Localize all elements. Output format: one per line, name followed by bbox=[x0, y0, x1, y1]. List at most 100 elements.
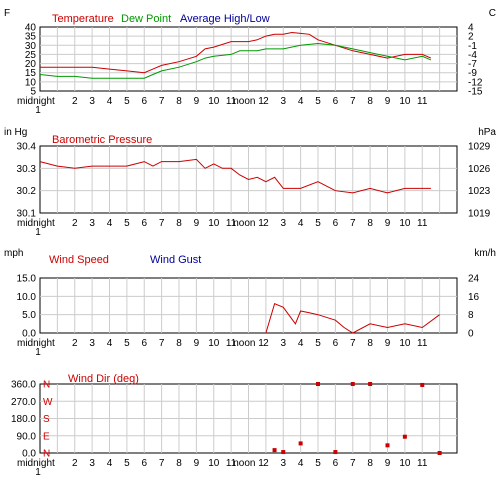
x-tick-label: 5 bbox=[124, 338, 130, 349]
left-tick-label: 30.4 bbox=[17, 142, 37, 153]
right-tick-label: 8 bbox=[468, 310, 474, 321]
series-line bbox=[39, 42, 432, 79]
right-tick-label: -12 bbox=[468, 77, 483, 88]
x-tick-label: 4 bbox=[107, 458, 113, 469]
x-tick-label: 7 bbox=[350, 458, 356, 469]
right-tick-label: 2 bbox=[468, 32, 474, 43]
left-unit-label: in Hg bbox=[4, 127, 27, 138]
compass-label: N bbox=[43, 449, 50, 460]
left-tick-label: 0.0 bbox=[22, 449, 36, 460]
x-tick-label: 5 bbox=[124, 458, 130, 469]
x-tick-label: 10 bbox=[208, 458, 220, 469]
left-tick-label: 35 bbox=[25, 32, 37, 43]
compass-label: S bbox=[43, 414, 50, 425]
right-tick-label: 1023 bbox=[468, 186, 491, 197]
left-tick-label: 30.3 bbox=[17, 164, 37, 175]
x-tick-label: 5 bbox=[124, 96, 130, 107]
x-tick-label: 4 bbox=[107, 218, 113, 229]
right-tick-label: -7 bbox=[468, 59, 477, 70]
x-tick-label: 9 bbox=[385, 218, 391, 229]
x-tick-label: 11 bbox=[226, 218, 237, 229]
x-tick-label: 6 bbox=[333, 458, 339, 469]
data-point bbox=[385, 443, 390, 448]
x-tick-label: 9 bbox=[385, 338, 391, 349]
x-tick-label: 3 bbox=[280, 338, 286, 349]
data-point bbox=[281, 450, 286, 455]
x-tick-label: 1 bbox=[35, 105, 41, 116]
series-line bbox=[39, 158, 431, 194]
left-unit-label: F bbox=[4, 8, 10, 19]
x-tick-label: 9 bbox=[194, 218, 200, 229]
right-tick-label: -4 bbox=[468, 50, 477, 61]
right-unit-label: C bbox=[489, 8, 496, 19]
x-tick-label: 6 bbox=[333, 218, 339, 229]
left-tick-label: 5 bbox=[30, 87, 36, 98]
right-tick-label: 1026 bbox=[468, 164, 491, 175]
x-tick-label: 6 bbox=[141, 96, 147, 107]
x-tick-label: midnight bbox=[17, 96, 55, 107]
legend-entry: Average High/Low bbox=[180, 13, 270, 25]
left-tick-label: 270.0 bbox=[11, 397, 36, 408]
data-point bbox=[368, 382, 373, 386]
x-tick-label: 3 bbox=[280, 96, 286, 107]
x-tick-label: 8 bbox=[367, 218, 373, 229]
x-tick-label: 8 bbox=[176, 338, 182, 349]
compass-label: E bbox=[43, 431, 50, 442]
x-tick-label: 4 bbox=[298, 96, 304, 107]
x-tick-label: 6 bbox=[333, 96, 339, 107]
data-point bbox=[298, 441, 303, 446]
x-tick-label: 11 bbox=[226, 96, 237, 107]
x-tick-label: 7 bbox=[350, 218, 356, 229]
x-tick-label: 8 bbox=[367, 96, 373, 107]
x-tick-label: 6 bbox=[141, 338, 147, 349]
left-unit-label: mph bbox=[4, 248, 23, 259]
x-tick-label: 3 bbox=[280, 458, 286, 469]
series-line bbox=[265, 303, 440, 334]
x-tick-label: 8 bbox=[367, 458, 373, 469]
x-tick-label: 3 bbox=[89, 218, 95, 229]
x-tick-label: 10 bbox=[208, 218, 220, 229]
x-tick-label: 6 bbox=[141, 458, 147, 469]
legend-entry: Wind Gust bbox=[150, 254, 201, 266]
left-tick-label: 5.0 bbox=[22, 310, 36, 321]
x-tick-label: 4 bbox=[107, 338, 113, 349]
x-tick-label: 4 bbox=[298, 338, 304, 349]
data-point bbox=[420, 382, 425, 387]
left-tick-label: 20 bbox=[25, 59, 37, 70]
x-tick-label: 2 bbox=[263, 338, 269, 349]
x-tick-label: 4 bbox=[298, 458, 304, 469]
data-point bbox=[316, 382, 320, 386]
legend-entry: Barometric Pressure bbox=[52, 134, 152, 146]
x-tick-label: 8 bbox=[176, 96, 182, 107]
left-tick-label: 15 bbox=[25, 68, 37, 79]
left-tick-label: 30.2 bbox=[17, 186, 37, 197]
left-tick-label: 15.0 bbox=[17, 274, 37, 285]
x-tick-label: 10 bbox=[399, 458, 411, 469]
x-tick-label: 4 bbox=[298, 218, 304, 229]
x-tick-label: 11 bbox=[417, 96, 428, 107]
x-tick-label: midnight bbox=[17, 338, 55, 349]
x-tick-label: 2 bbox=[263, 458, 269, 469]
x-tick-label: 1 bbox=[35, 467, 41, 478]
right-unit-label: km/h bbox=[474, 248, 496, 259]
x-tick-label: 7 bbox=[159, 218, 165, 229]
left-tick-label: 30.1 bbox=[17, 209, 37, 220]
x-tick-label: 2 bbox=[72, 458, 78, 469]
x-tick-label: 3 bbox=[280, 218, 286, 229]
right-tick-label: -1 bbox=[468, 41, 477, 52]
x-tick-label: 5 bbox=[315, 218, 321, 229]
data-point bbox=[437, 451, 442, 455]
right-tick-label: 0 bbox=[468, 329, 474, 340]
x-tick-label: midnight bbox=[17, 458, 55, 469]
left-tick-label: 180.0 bbox=[11, 414, 36, 425]
series-line bbox=[40, 31, 432, 74]
x-tick-label: 7 bbox=[350, 338, 356, 349]
left-tick-label: 90.0 bbox=[17, 431, 37, 442]
x-tick-label: 2 bbox=[72, 338, 78, 349]
x-tick-label: 2 bbox=[263, 96, 269, 107]
right-tick-label: -15 bbox=[468, 87, 483, 98]
x-tick-label: 10 bbox=[208, 338, 220, 349]
data-point bbox=[333, 450, 338, 455]
